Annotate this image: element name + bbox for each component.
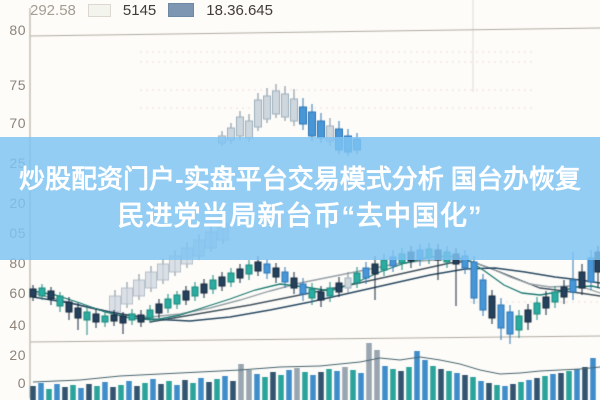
legend-swatch-blue: [168, 3, 195, 17]
legend-swatch-white: [87, 3, 111, 17]
y-axis-label: 0: [17, 375, 26, 391]
legend-value-3: 18.36.645: [206, 1, 273, 19]
legend-value-2: 5145: [122, 1, 157, 19]
y-axis-label: 80: [9, 22, 26, 38]
headline-line-2: 民进党当局新台币“去中国化”: [117, 201, 483, 232]
chart-legend: 292.58 5145 18.36.645: [30, 1, 273, 19]
y-axis-label: 75: [9, 77, 26, 93]
headline-banner: 炒股配资门户-实盘平台交易模式分析 国台办恢复 民进党当局新台币“去中国化”: [0, 137, 600, 260]
legend-value-1: 292.58: [30, 1, 76, 19]
y-axis-label: 60: [9, 285, 26, 301]
headline-line-1: 炒股配资门户-实盘平台交易模式分析 国台办恢复: [19, 163, 581, 194]
y-axis-label: 40: [9, 317, 26, 333]
y-axis-label: 70: [9, 115, 26, 131]
y-axis-label: 20: [9, 347, 26, 363]
